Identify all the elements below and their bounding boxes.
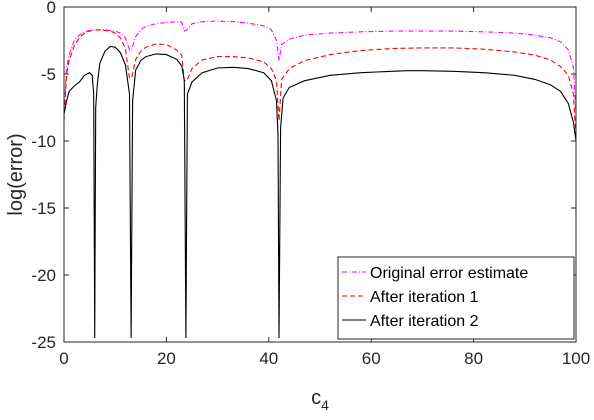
legend-label-2: After iteration 1	[370, 289, 479, 306]
y-tick-label: -25	[31, 333, 56, 352]
plot-frame	[63, 6, 577, 343]
x-axis-label-main: c	[311, 387, 321, 409]
y-tick-label: -10	[31, 132, 56, 151]
legend-label-1: Original error estimate	[370, 265, 528, 282]
x-axis-label-subscript: 4	[321, 397, 329, 413]
legend: Original error estimate After iteration 1…	[337, 256, 575, 340]
x-tick-label: 60	[362, 349, 381, 368]
x-tick-label: 80	[464, 349, 483, 368]
x-axis-label: c4	[311, 387, 329, 413]
x-tick-label: 20	[157, 349, 176, 368]
y-tick-label: -20	[31, 266, 56, 285]
x-tick-label: 0	[59, 349, 68, 368]
series-layer	[64, 20, 576, 339]
series-line-1	[64, 20, 576, 115]
legend-label-3: After iteration 2	[370, 313, 479, 330]
series-line-2	[64, 29, 576, 139]
y-tick-label: -5	[41, 65, 56, 84]
y-tick-label: -15	[31, 199, 56, 218]
ticks-layer: 0 20 40 60 80 100 0 -5 -10 -15 -20 -25	[31, 0, 590, 368]
x-tick-label: 100	[562, 349, 590, 368]
y-tick-label: 0	[47, 0, 56, 17]
series-line-3	[64, 45, 576, 339]
x-tick-label: 40	[259, 349, 278, 368]
y-axis-label: log(error)	[5, 133, 27, 215]
legend-box	[337, 256, 575, 340]
